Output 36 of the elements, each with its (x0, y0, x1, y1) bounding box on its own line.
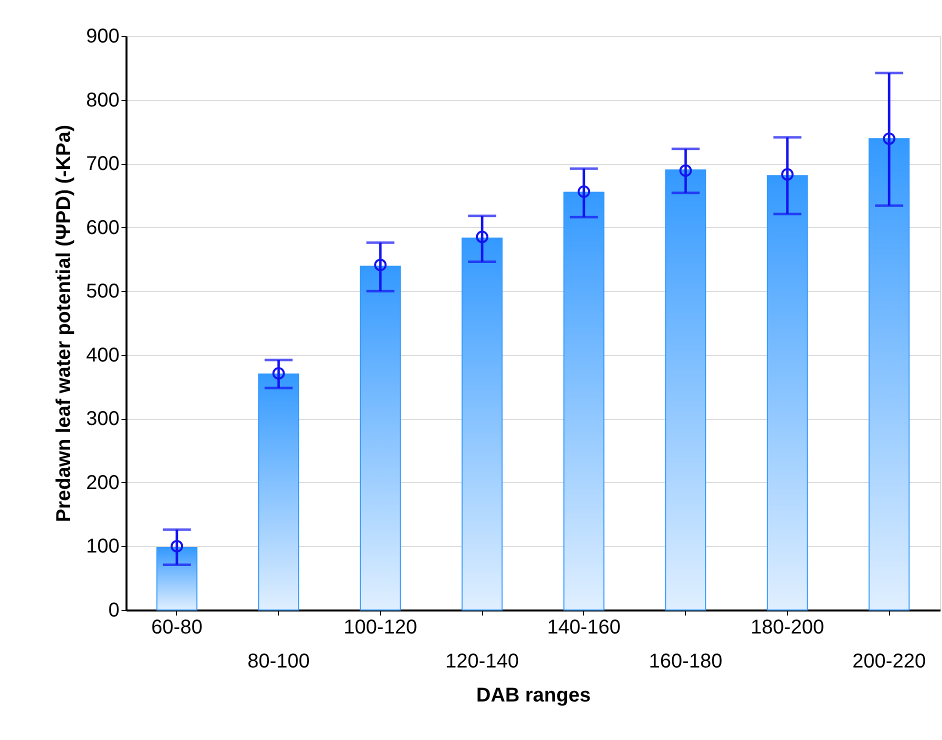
x-tick-label: 140-160 (547, 616, 621, 638)
x-tick-label: 160-180 (648, 650, 722, 672)
point (476, 230, 488, 244)
bar (462, 238, 503, 610)
y-axis-title: Predawn leaf water potential (ΨPD) (-KPa) (53, 124, 76, 522)
point (578, 185, 590, 198)
point (272, 367, 285, 380)
x-tick-label: 120-140 (445, 650, 519, 672)
x-tick-label: 200-220 (852, 650, 926, 672)
x-tick-label: 60-80 (151, 616, 202, 638)
x-tick-label: 100-120 (344, 616, 418, 638)
point (781, 168, 794, 181)
bar (360, 266, 401, 610)
point (170, 540, 184, 552)
bar (156, 547, 198, 610)
y-tick-label: 300 (86, 408, 120, 430)
y-tick-label: 400 (86, 344, 120, 366)
point (882, 132, 896, 145)
y-tick-label: 800 (86, 89, 120, 112)
bar (563, 192, 604, 610)
bar (665, 169, 706, 610)
x-tick-label: 80-100 (247, 650, 310, 672)
bar (868, 138, 910, 610)
y-tick-label: 700 (86, 153, 120, 176)
y-tick-label: 500 (86, 280, 120, 303)
x-tick-label: 180-200 (750, 616, 824, 638)
point (679, 164, 692, 177)
bar (766, 175, 808, 610)
y-tick-label: 200 (86, 472, 120, 494)
x-axis-title: DAB ranges (476, 684, 591, 706)
y-tick-label: 100 (86, 536, 120, 558)
point (374, 258, 387, 272)
y-tick-label: 900 (86, 26, 120, 48)
y-tick-label: 0 (108, 600, 120, 622)
y-tick-label: 600 (86, 216, 120, 239)
bar (258, 374, 300, 610)
